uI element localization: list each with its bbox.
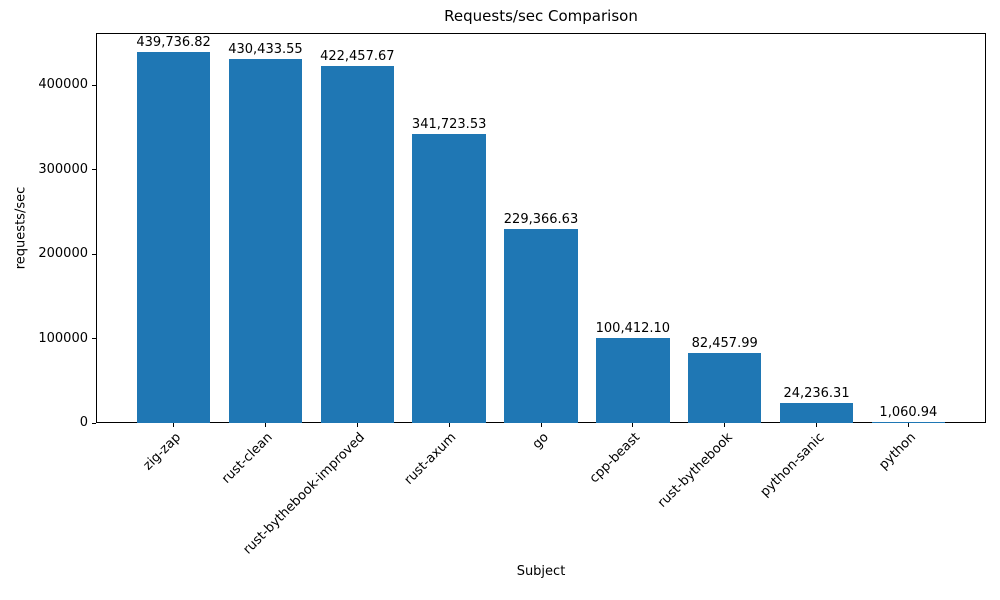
x-axis-label: Subject: [516, 564, 566, 579]
x-tick-label-zig-zap: zig-zap: [140, 430, 185, 474]
bar-value-label: 1,060.94: [879, 405, 938, 420]
bar-python: [871, 422, 946, 423]
bar-value-label: 430,433.55: [228, 42, 303, 58]
bar-cpp-beast: [596, 338, 670, 423]
bar-python-sanic: [779, 402, 854, 423]
x-tick-mark: [907, 423, 909, 427]
y-tick-mark: [92, 253, 96, 255]
x-tick-mark: [724, 423, 726, 427]
x-tick-label-python-sanic: python-sanic: [757, 430, 828, 500]
x-tick-label-go: go: [529, 430, 552, 453]
bar-value-label: 341,723.53: [411, 117, 487, 133]
bar-value-label: 229,366.63: [503, 212, 579, 228]
x-tick-mark: [356, 423, 358, 427]
bar-value-label: 100,412.10: [595, 321, 671, 337]
x-tick-mark: [173, 423, 175, 427]
y-tick-mark: [92, 422, 96, 424]
bar-value-label: 24,236.31: [783, 385, 850, 401]
bar-value-label: 422,457.67: [320, 49, 395, 65]
bar-go: [504, 229, 578, 423]
x-tick-label-cpp-beast: cpp-beast: [587, 430, 644, 487]
x-tick-mark: [540, 423, 542, 427]
x-tick-label-rust-bythebook: rust-bythebook: [654, 430, 736, 511]
bar-rust-clean: [228, 59, 303, 423]
bar-rust-axum: [412, 134, 486, 423]
y-tick-mark: [92, 169, 96, 171]
bar-rust-bythebook-improved: [320, 66, 395, 423]
y-axis-label: requests/sec: [13, 186, 29, 270]
bar-value-label: 439,736.82: [136, 34, 211, 50]
x-tick-label-rust-clean: rust-clean: [219, 430, 277, 487]
x-tick-mark: [264, 423, 266, 427]
y-tick-label: 0: [79, 415, 88, 430]
bar-value-label: 82,457.99: [691, 336, 758, 352]
y-tick-mark: [92, 338, 96, 340]
x-tick-mark: [448, 423, 450, 427]
bar-zig-zap: [136, 51, 211, 423]
bar-rust-bythebook: [687, 353, 762, 423]
x-tick-mark: [816, 423, 818, 427]
y-tick-label: 200000: [38, 246, 88, 262]
y-tick-label: 400000: [38, 77, 88, 93]
y-tick-label: 300000: [38, 161, 88, 177]
y-tick-label: 100000: [38, 330, 88, 346]
chart-title: Requests/sec Comparison: [444, 7, 638, 25]
x-tick-label-python: python: [876, 430, 919, 473]
x-tick-label-rust-axum: rust-axum: [401, 430, 460, 488]
y-tick-mark: [92, 84, 96, 86]
x-tick-mark: [632, 423, 634, 427]
